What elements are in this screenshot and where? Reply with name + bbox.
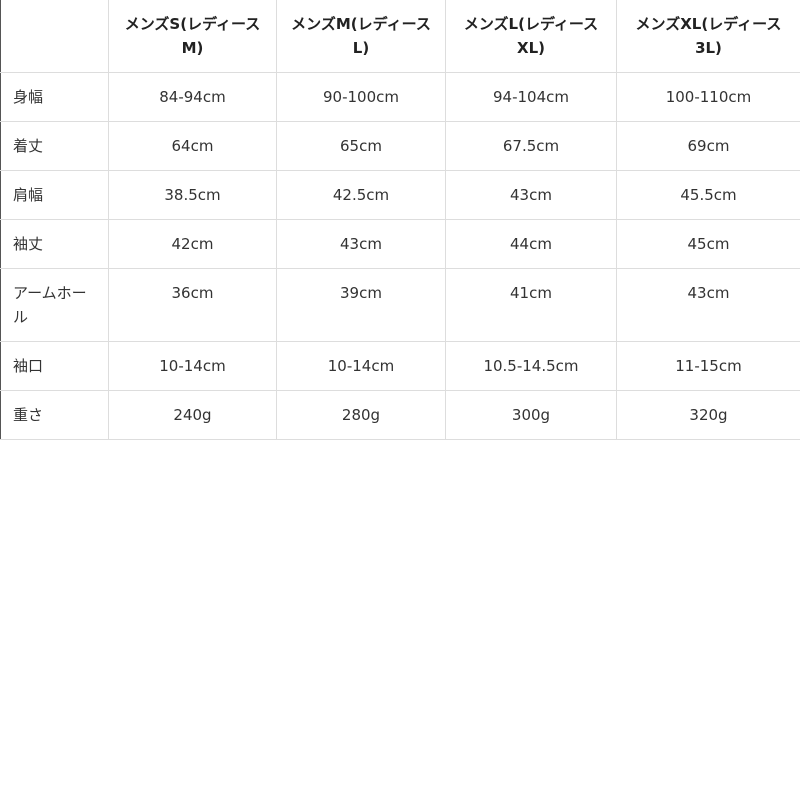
cell: 43cm: [445, 170, 617, 220]
cell: 44cm: [445, 219, 617, 269]
cell: 64cm: [108, 121, 277, 171]
cell: 42.5cm: [276, 170, 446, 220]
cell: 84-94cm: [108, 72, 277, 122]
cell: 320g: [616, 390, 800, 440]
cell: 67.5cm: [445, 121, 617, 171]
row-label: 肩幅: [0, 170, 109, 220]
table-row: 着丈 64cm 65cm 67.5cm 69cm: [0, 121, 800, 171]
cell: 45cm: [616, 219, 800, 269]
cell: 65cm: [276, 121, 446, 171]
cell: 42cm: [108, 219, 277, 269]
cell: 69cm: [616, 121, 800, 171]
cell: 10-14cm: [108, 341, 277, 391]
column-header: メンズS(レディースM): [108, 0, 277, 73]
cell: 100-110cm: [616, 72, 800, 122]
row-label: 袖丈: [0, 219, 109, 269]
table-row: 袖丈 42cm 43cm 44cm 45cm: [0, 219, 800, 269]
row-label: アームホール: [0, 268, 109, 342]
table-row: 肩幅 38.5cm 42.5cm 43cm 45.5cm: [0, 170, 800, 220]
cell: 90-100cm: [276, 72, 446, 122]
cell: 280g: [276, 390, 446, 440]
cell: 10-14cm: [276, 341, 446, 391]
cell: 240g: [108, 390, 277, 440]
row-label: 袖口: [0, 341, 109, 391]
cell: 45.5cm: [616, 170, 800, 220]
column-header: メンズL(レディースXL): [445, 0, 617, 73]
cell: 94-104cm: [445, 72, 617, 122]
row-label: 重さ: [0, 390, 109, 440]
cell: 43cm: [616, 268, 800, 342]
cell: 38.5cm: [108, 170, 277, 220]
row-label: 着丈: [0, 121, 109, 171]
corner-cell: [0, 0, 109, 73]
column-header: メンズXL(レディース3L): [616, 0, 800, 73]
table-row: 身幅 84-94cm 90-100cm 94-104cm 100-110cm: [0, 72, 800, 122]
cell: 36cm: [108, 268, 277, 342]
table-row: アームホール 36cm 39cm 41cm 43cm: [0, 268, 800, 342]
cell: 39cm: [276, 268, 446, 342]
table-row: 重さ 240g 280g 300g 320g: [0, 390, 800, 440]
cell: 11-15cm: [616, 341, 800, 391]
row-label: 身幅: [0, 72, 109, 122]
size-table: メンズS(レディースM) メンズM(レディースL) メンズL(レディースXL) …: [0, 0, 800, 440]
column-header: メンズM(レディースL): [276, 0, 446, 73]
cell: 300g: [445, 390, 617, 440]
cell: 41cm: [445, 268, 617, 342]
header-row: メンズS(レディースM) メンズM(レディースL) メンズL(レディースXL) …: [0, 0, 800, 73]
cell: 43cm: [276, 219, 446, 269]
cell: 10.5-14.5cm: [445, 341, 617, 391]
table-row: 袖口 10-14cm 10-14cm 10.5-14.5cm 11-15cm: [0, 341, 800, 391]
